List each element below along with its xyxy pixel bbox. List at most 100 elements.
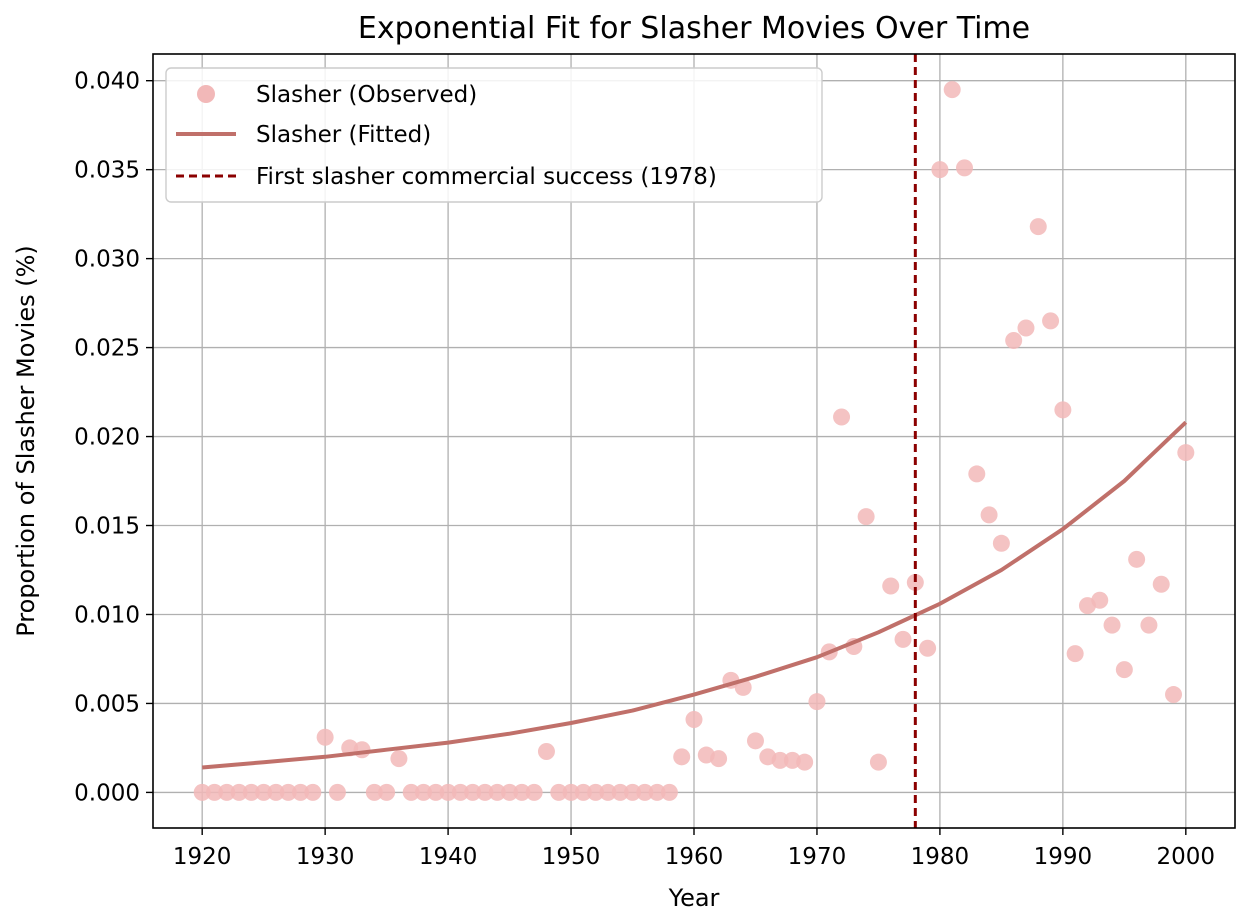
fitted-series [202, 420, 1188, 770]
legend-label-vline: First slasher commercial success (1978) [256, 164, 717, 190]
y-tick-label: 0.020 [74, 425, 140, 451]
observed-point [992, 534, 1010, 552]
y-tick-label: 0.015 [74, 514, 140, 540]
observed-point [218, 783, 236, 801]
observed-point [771, 751, 789, 769]
observed-point [1177, 444, 1195, 462]
observed-point [193, 783, 211, 801]
x-tick-label: 1990 [1034, 844, 1093, 870]
observed-point [390, 750, 408, 768]
y-axis-label: Proportion of Slasher Movies (%) [12, 245, 40, 637]
observed-point [574, 783, 592, 801]
observed-point [746, 732, 764, 750]
observed-point [1066, 645, 1084, 663]
observed-point [931, 161, 949, 179]
x-tick-label: 2000 [1157, 844, 1216, 870]
observed-point [488, 783, 506, 801]
observed-point [501, 783, 519, 801]
x-tick-label: 1980 [911, 844, 970, 870]
observed-point [205, 783, 223, 801]
observed-point [1029, 218, 1047, 236]
observed-point [451, 783, 469, 801]
chart-title: Exponential Fit for Slasher Movies Over … [358, 11, 1030, 46]
observed-point [464, 783, 482, 801]
observed-point [956, 159, 973, 177]
y-axis-ticks: 0.000 0.005 0.010 0.015 0.020 0.025 0.030 0.035… [74, 69, 153, 806]
observed-point [439, 783, 457, 801]
y-tick-label: 0.025 [74, 336, 140, 362]
observed-point [599, 783, 617, 801]
observed-point [1054, 401, 1072, 419]
observed-point [857, 508, 875, 526]
observed-point [1152, 575, 1170, 593]
observed-point [1017, 319, 1035, 337]
observed-point [636, 783, 654, 801]
observed-point [292, 783, 310, 801]
observed-point [304, 783, 322, 801]
x-tick-label: 1950 [542, 844, 601, 870]
observed-point [267, 783, 285, 801]
observed-point [968, 465, 986, 483]
y-tick-label: 0.030 [74, 247, 140, 273]
observed-point [587, 783, 605, 801]
observed-point [242, 783, 260, 801]
observed-point [1005, 331, 1023, 349]
y-tick-label: 0.040 [74, 69, 140, 95]
observed-point [1128, 550, 1146, 568]
observed-point [1140, 616, 1158, 634]
observed-point [525, 783, 543, 801]
legend-frame [165, 67, 823, 203]
observed-point [365, 783, 383, 801]
observed-point [476, 783, 494, 801]
observed-point [353, 741, 371, 759]
observed-point [537, 742, 555, 760]
observed-point [279, 783, 297, 801]
observed-point [562, 783, 580, 801]
observed-point [894, 630, 912, 648]
observed-point [230, 783, 248, 801]
observed-point [550, 783, 568, 801]
y-tick-label: 0.005 [74, 691, 140, 717]
observed-point [1103, 616, 1121, 634]
observed-point [624, 783, 642, 801]
observed-point [919, 639, 937, 657]
observed-point [685, 710, 703, 728]
observed-point [513, 783, 531, 801]
observed-point [673, 748, 691, 766]
observed-point [1042, 312, 1060, 330]
legend-label-fitted: Slasher (Fitted) [256, 122, 431, 148]
observed-point [427, 783, 445, 801]
observed-point [869, 753, 887, 771]
observed-point [328, 783, 346, 801]
legend-scatter-marker [197, 85, 215, 103]
observed-point [833, 408, 851, 426]
observed-point [882, 577, 900, 595]
legend-label-observed: Slasher (Observed) [256, 82, 477, 108]
observed-point [1115, 661, 1133, 679]
x-axis-label: Year [668, 884, 720, 912]
observed-point [415, 783, 432, 801]
observed-point [710, 750, 728, 768]
y-tick-label: 0.000 [74, 780, 140, 806]
observed-series [193, 81, 1195, 801]
observed-point [378, 783, 396, 801]
x-tick-label: 1960 [665, 844, 724, 870]
observed-point [648, 783, 666, 801]
y-tick-label: 0.010 [74, 602, 140, 628]
observed-point [980, 506, 998, 524]
observed-point [796, 753, 814, 771]
observed-point [943, 81, 961, 99]
x-tick-label: 1930 [296, 844, 355, 870]
observed-point [808, 693, 826, 711]
observed-point [660, 783, 678, 801]
observed-point [1091, 591, 1109, 609]
fitted-curve [202, 420, 1188, 770]
observed-point [316, 728, 334, 746]
x-axis-ticks: 1920 1930 1940 1950 1960 1970 1980 1990 2000 [173, 828, 1215, 870]
observed-point [1165, 686, 1183, 704]
legend: Slasher (Observed) Slasher (Fitted) Firs… [165, 67, 823, 203]
x-tick-label: 1970 [788, 844, 847, 870]
observed-point [611, 783, 629, 801]
x-tick-label: 1940 [419, 844, 478, 870]
